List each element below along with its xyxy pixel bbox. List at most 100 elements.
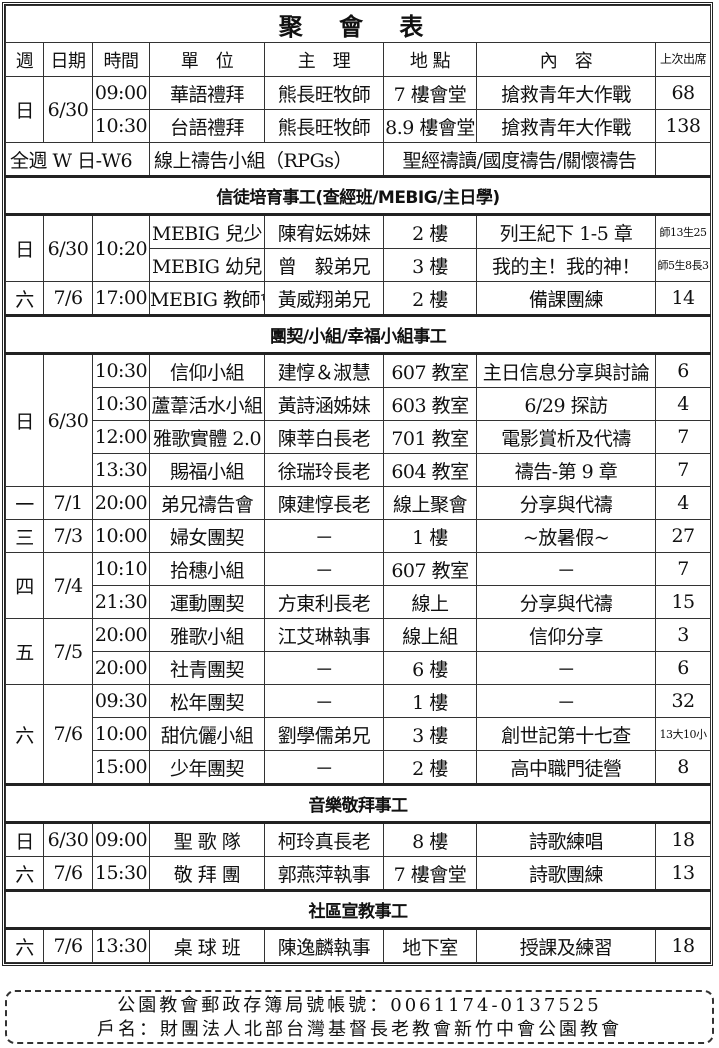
leader-cell: －	[264, 519, 384, 553]
bank-account-note: 公園教會郵政存簿局號帳號：0061174-0137525 戶名：財團法人北部台灣…	[5, 990, 714, 1044]
content-cell: 詩歌練唱	[476, 822, 656, 857]
content-cell: 備課團練	[476, 281, 656, 316]
time-cell: 13:30	[92, 928, 150, 963]
leader-cell: 方東利長老	[264, 585, 384, 619]
attendance-cell	[654, 142, 712, 177]
title-row: 聚 會 表	[4, 5, 712, 43]
table-row: 日 6/30 09:00 聖 歌 隊柯玲真長老 8 樓詩歌練唱 18	[5, 822, 712, 857]
column-header: 單 位	[149, 42, 265, 77]
time-cell: 21:30	[92, 585, 150, 619]
account-number: 公園教會郵政存簿局號帳號：0061174-0137525	[117, 995, 602, 1016]
place-cell: 8.9 樓會堂	[383, 109, 477, 143]
unit-cell: MEBIG 幼兒	[149, 248, 265, 282]
content-cell: 聖經禱讀/國度禱告/關懷禱告	[383, 142, 656, 177]
weekday-cell: 一	[5, 486, 44, 520]
attendance-cell: 師5生8長3	[654, 248, 712, 282]
unit-cell: 社青團契	[149, 651, 265, 685]
leader-cell: 柯玲真長老	[264, 822, 384, 857]
weekly-period-cell: 全週 W 日-W6	[5, 142, 150, 177]
date-cell: 6/30	[43, 353, 93, 487]
attendance-cell: 13	[654, 856, 712, 891]
time-cell: 17:00	[92, 281, 150, 316]
weekday-cell: 三	[5, 519, 44, 553]
table-row: 10:00 甜伉儷小組 劉學儒弟兄 3 樓創世記第十七查 13大10小	[6, 717, 712, 751]
unit-cell: 華語禮拜	[149, 76, 265, 110]
time-cell: 12:00	[92, 420, 150, 454]
column-header: 日期	[43, 42, 93, 77]
unit-cell: 運動團契	[149, 585, 265, 619]
time-cell: 09:00	[92, 822, 150, 857]
table-row: 六 7/6 13:30 桌 球 班陳逸麟執事 地下室 授課及練習 18	[5, 928, 712, 963]
weekly-row: 全週 W 日-W6 線上禱告小組（RPGs） 聖經禱讀/國度禱告/關懷禱告	[5, 142, 712, 177]
table-row: 10:30 台語禮拜 熊長旺牧師 8.9 樓會堂 搶救青年大作戰 138	[6, 109, 712, 143]
content-cell: 主日信息分享與討論	[476, 353, 656, 388]
time-cell: 10:00	[92, 519, 150, 553]
leader-cell: 陳莘白長老	[264, 420, 384, 454]
content-cell: 電影賞析及代禱	[476, 420, 656, 454]
account-name: 戶名：財團法人北部台灣基督長老教會新竹中會公園教會	[97, 1019, 622, 1040]
table-row: 15:00 少年團契－ 2 樓高中職門徒營 8	[6, 750, 712, 785]
column-header: 時間	[92, 42, 150, 77]
unit-cell: 雅歌小組	[149, 618, 265, 652]
attendance-cell: 4	[654, 486, 712, 520]
place-cell: 7 樓會堂	[383, 856, 477, 891]
place-cell: 607 教室	[383, 552, 477, 586]
attendance-cell: 13大10小	[654, 717, 712, 751]
column-header: 地 點	[383, 42, 477, 77]
content-cell: 信仰分享	[476, 618, 656, 652]
unit-cell: MEBIG 教師會	[149, 281, 265, 316]
weekday-cell: 四	[5, 552, 44, 619]
attendance-cell: 7	[654, 453, 712, 487]
content-cell: 6/29 探訪	[476, 387, 656, 421]
weekday-cell: 日	[5, 214, 44, 282]
time-cell: 10:10	[92, 552, 150, 586]
unit-cell: 婦女團契	[149, 519, 265, 553]
header-row: 週日期 時間單 位主 理地 點內 容上次出席	[5, 42, 712, 77]
unit-cell: 拾穗小組	[149, 552, 265, 586]
section-row: 團契/小組/幸福小組事工	[4, 314, 712, 355]
leader-cell: 陳逸麟執事	[264, 928, 384, 963]
content-cell: 我的主！我的神！	[476, 248, 656, 282]
content-cell: ~放暑假~	[476, 519, 656, 553]
table-row: 日 6/30 09:00 華語禮拜 熊長旺牧師 7 樓會堂 搶救青年大作戰 68	[5, 76, 712, 143]
leader-cell: －	[264, 651, 384, 685]
leader-cell: －	[264, 552, 384, 586]
attendance-cell: 18	[654, 928, 712, 963]
table-row: 日 6/30 10:20 MEBIG 兒少 陳宥妘姊妹 2 樓列王紀下 1-5 章師13生…	[5, 214, 712, 282]
time-cell: 10:30	[92, 353, 150, 388]
time-cell: 20:00	[92, 618, 150, 652]
leader-cell: 建惇＆淑慧	[264, 353, 384, 388]
meeting-schedule-table: 聚 會 表週日期 時間單 位主 理地 點內 容上次出席日 6/30 09:00 華語禮拜…	[2, 2, 713, 966]
leader-cell: 江艾琳執事	[264, 618, 384, 652]
table-row: 20:00 社青團契－ 6 樓－ 6	[6, 651, 712, 685]
time-cell: 10:30	[92, 109, 150, 143]
content-cell: 高中職門徒營	[476, 750, 656, 785]
place-cell: 3 樓	[383, 717, 477, 751]
time-cell: 10:20	[92, 214, 150, 282]
time-cell: 20:00	[92, 651, 150, 685]
leader-cell: 陳建惇長老	[264, 486, 384, 520]
unit-cell: 聖 歌 隊	[149, 822, 265, 857]
time-cell: 10:30	[92, 387, 150, 421]
place-cell: 701 教室	[383, 420, 477, 454]
table-row: 12:00 雅歌實體 2.0 陳莘白長老 701 教室 電影賞析及代禱 7	[6, 420, 712, 454]
content-cell: 列王紀下 1-5 章	[476, 214, 656, 249]
unit-cell: 甜伉儷小組	[149, 717, 265, 751]
leader-cell: 曾 毅弟兄	[264, 248, 384, 282]
weekday-cell: 六	[5, 281, 44, 316]
content-cell: 詩歌團練	[476, 856, 656, 891]
table-row: 一 7/1 20:00 弟兄禱告會 陳建惇長老 線上聚會 分享與代禱 4	[5, 486, 712, 520]
table-row: 六 7/6 15:30 敬 拜 團郭燕萍執事 7 樓會堂 詩歌團練 13	[5, 856, 712, 891]
column-header: 內 容	[476, 42, 656, 77]
place-cell: 線上聚會	[383, 486, 477, 520]
attendance-cell: 68	[654, 76, 712, 110]
attendance-cell: 15	[654, 585, 712, 619]
table-row: 21:30 運動團契 方東利長老 線上 分享與代禱 15	[6, 585, 712, 619]
section-title: 信徒培育事工(查經班/MEBIG/主日學)	[4, 175, 712, 216]
column-header: 主 理	[264, 42, 384, 77]
place-cell: 7 樓會堂	[383, 76, 477, 110]
time-cell: 09:00	[92, 76, 150, 110]
content-cell: －	[476, 684, 656, 718]
attendance-cell: 8	[654, 750, 712, 785]
column-header: 週	[5, 42, 44, 77]
